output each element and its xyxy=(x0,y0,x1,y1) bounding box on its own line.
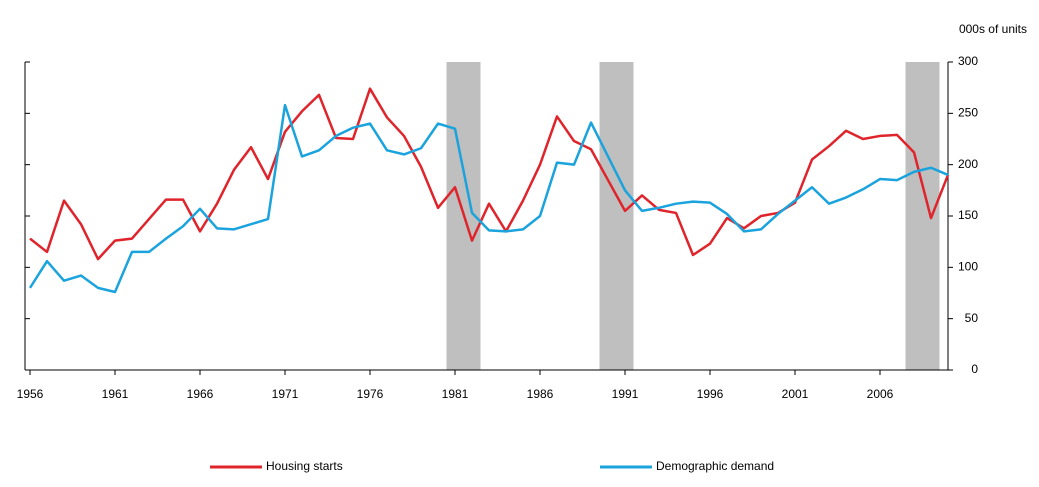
shaded-period xyxy=(599,62,634,370)
x-tick-label: 2006 xyxy=(867,387,894,401)
y-tick-label: 50 xyxy=(965,311,979,325)
y-tick-label: 0 xyxy=(971,362,978,376)
legend-label: Demographic demand xyxy=(656,459,774,473)
y-tick-label: 150 xyxy=(958,208,978,222)
y-tick-label: 300 xyxy=(958,54,978,68)
legend-label: Housing starts xyxy=(266,459,343,473)
x-tick-label: 1991 xyxy=(612,387,639,401)
x-tick-label: 1961 xyxy=(102,387,129,401)
series-line xyxy=(29,87,950,261)
x-tick-label: 1986 xyxy=(527,387,554,401)
x-tick-label: 1981 xyxy=(442,387,469,401)
y-axis-label: 000s of units xyxy=(959,22,1027,36)
shaded-period xyxy=(905,62,940,370)
x-tick-label: 1966 xyxy=(187,387,214,401)
y-tick-label: 100 xyxy=(958,260,978,274)
x-tick-label: 1956 xyxy=(17,387,44,401)
x-tick-label: 2001 xyxy=(782,387,809,401)
y-tick-label: 200 xyxy=(958,157,978,171)
x-tick-label: 1996 xyxy=(697,387,724,401)
x-tick-label: 1971 xyxy=(272,387,299,401)
y-tick-label: 250 xyxy=(958,106,978,120)
series-line xyxy=(28,103,949,294)
x-tick-label: 1976 xyxy=(357,387,384,401)
